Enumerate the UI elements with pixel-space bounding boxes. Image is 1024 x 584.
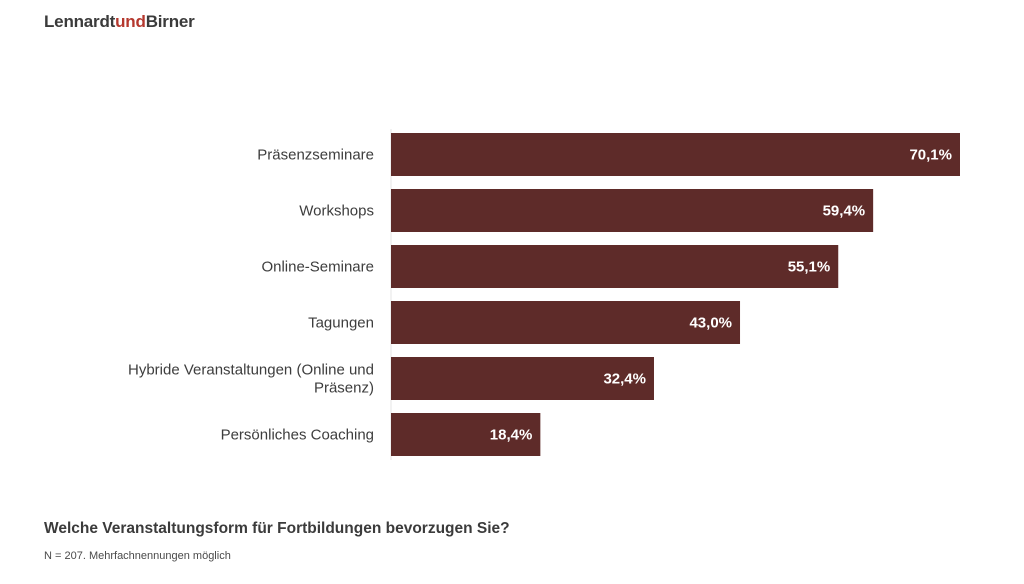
bar-2	[391, 245, 839, 288]
bar-chart: 70,1% Präsenzseminare 59,4% Workshops 55,1% O…	[128, 129, 960, 460]
bar-value-label-1: 59,4%	[823, 203, 866, 220]
category-label-0: Präsenzseminare	[257, 147, 374, 164]
bar-value-label-2: 55,1%	[788, 259, 831, 276]
logo-text-und: und	[115, 12, 146, 31]
bar-value-label-5: 18,4%	[490, 427, 533, 444]
category-label-5: Persönliches Coaching	[221, 427, 374, 444]
category-label-line: Präsenzseminare	[257, 147, 374, 164]
bar-value-label-0: 70,1%	[909, 147, 952, 164]
category-label-line: Hybride Veranstaltungen (Online und	[128, 362, 374, 379]
bar-group: 70,1% Präsenzseminare 59,4% Workshops 55,1% O…	[128, 129, 960, 460]
category-label-4: Hybride Veranstaltungen (Online und Präse…	[128, 362, 374, 397]
bar-5	[391, 413, 541, 456]
category-label-line: Online-Seminare	[261, 259, 374, 276]
category-label-2: Online-Seminare	[261, 259, 374, 276]
category-label-line: Workshops	[299, 203, 374, 220]
brand-logo: LennardtundBirner	[44, 12, 195, 32]
category-label-3: Tagungen	[308, 315, 374, 332]
logo-text-birner: Birner	[145, 12, 195, 31]
bar-value-label-3: 43,0%	[689, 315, 732, 332]
bar-value-label-4: 32,4%	[603, 371, 646, 388]
category-label-line: Persönliches Coaching	[221, 427, 374, 444]
bar-0	[391, 133, 960, 176]
chart-note: N = 207. Mehrfachnennungen möglich	[44, 550, 231, 562]
bar-4	[391, 357, 654, 400]
category-label-1: Workshops	[299, 203, 374, 220]
logo-text-lennardt: Lennardt	[44, 12, 116, 31]
bar-1	[391, 189, 874, 232]
chart-title: Welche Veranstaltungsform für Fortbildun…	[44, 520, 510, 537]
category-label-line: Tagungen	[308, 315, 374, 332]
bar-3	[391, 301, 741, 344]
category-label-line: Präsenz)	[314, 380, 374, 397]
